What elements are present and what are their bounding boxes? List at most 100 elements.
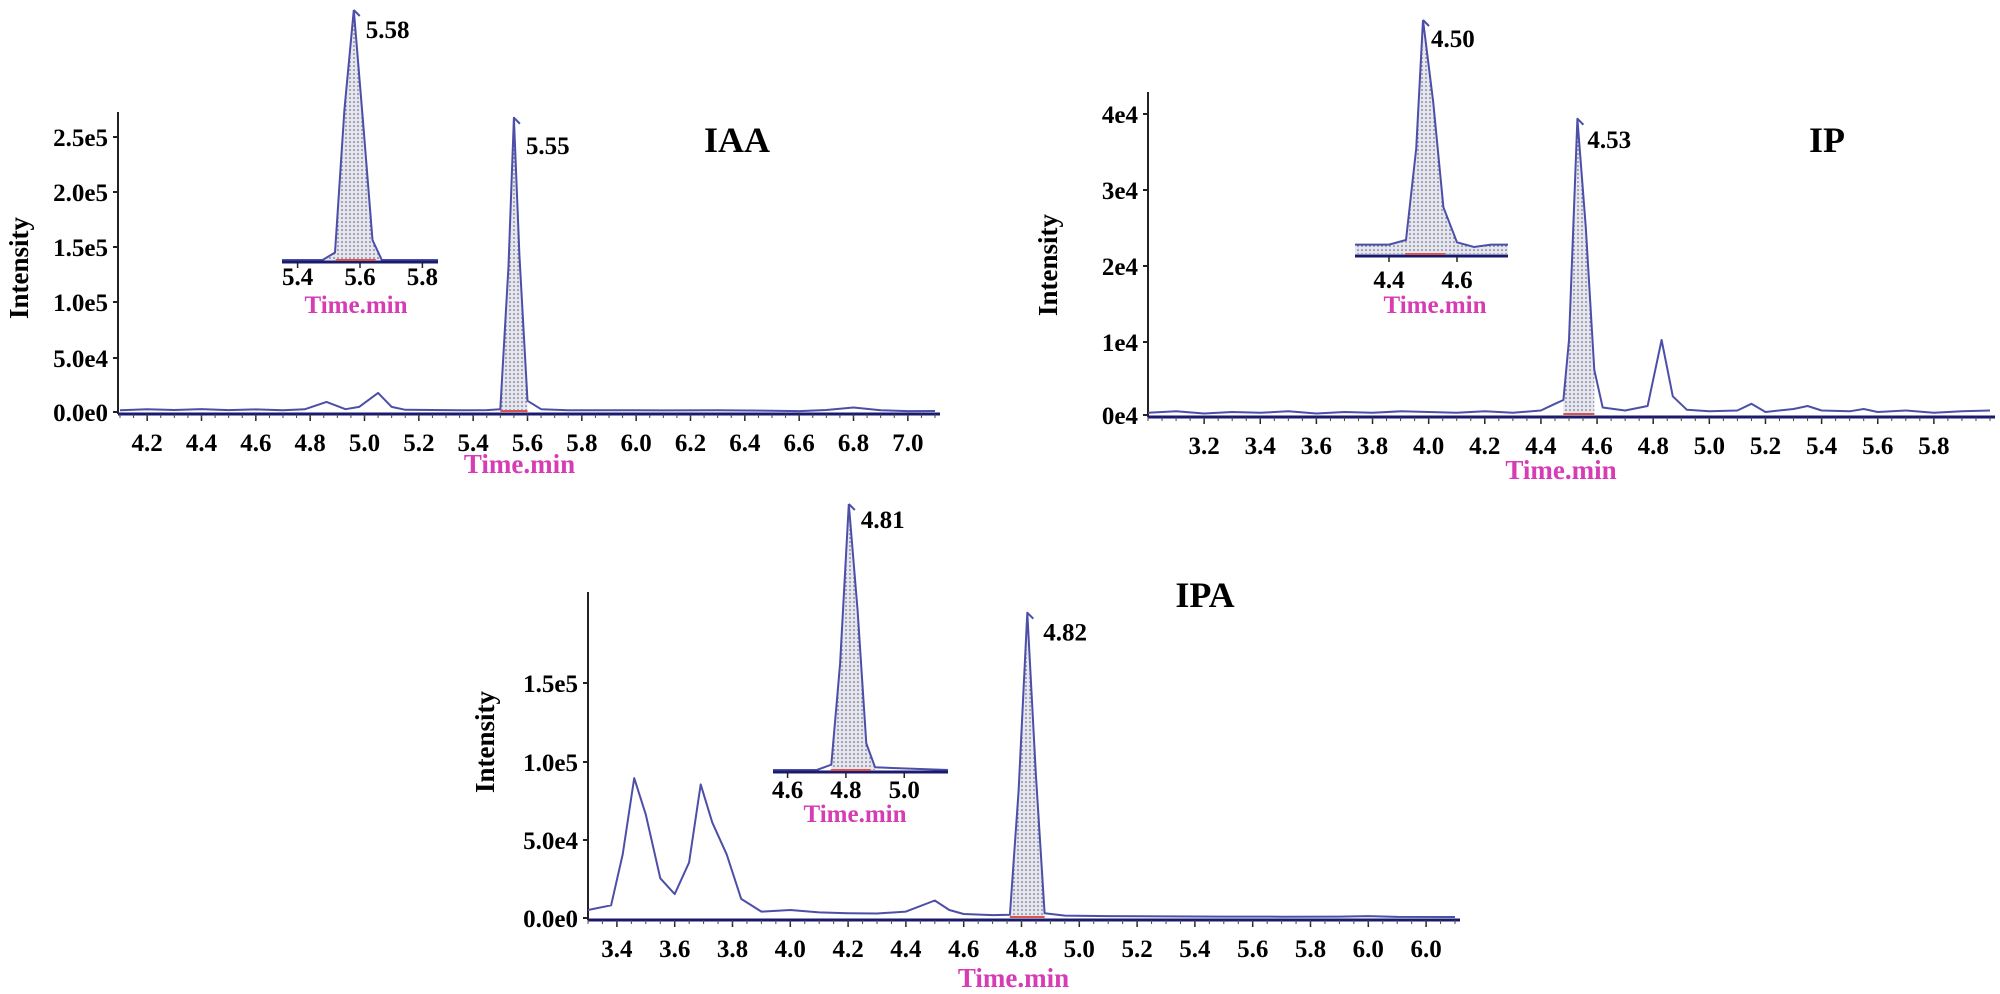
y-tick-label-iaa: 2.0e5 (53, 180, 108, 207)
peak-tick-ip (1576, 118, 1585, 126)
x-tick-label-iaa: 5.0 (349, 430, 380, 457)
x-tick-label-ip: 4.8 (1638, 433, 1669, 460)
y-tick-label-iaa: 2.5e5 (53, 125, 108, 152)
peak-label-ip: 4.53 (1587, 127, 1631, 154)
panel-ipa: 0.0e0 5.0e4 1.0e5 1.5e5 3.4 3.6 3.8 4.0 4.2 4.4 4.… (470, 503, 1460, 993)
inset-peak-label-iaa: 5.58 (366, 17, 410, 44)
trace-ipa (587, 611, 1456, 918)
x-tick-label-iaa: 5.4 (458, 430, 490, 457)
x-axis-label-ipa: Time.min (958, 963, 1069, 993)
peak-label-iaa: 5.55 (526, 133, 570, 160)
x-tick-label-ipa: 3.4 (601, 936, 633, 963)
peak-label-ipa: 4.82 (1043, 620, 1087, 647)
x-tick-label-ipa: 5.2 (1121, 936, 1152, 963)
x-tick-label-ipa: 6.0 (1353, 936, 1384, 963)
x-tick-label-ip: 5.4 (1806, 433, 1838, 460)
x-tick-label-ipa: 4.2 (832, 936, 863, 963)
inset-trace-ip (1355, 19, 1508, 249)
panel-iaa: 0.0e0 5.0e4 1.0e5 1.5e5 2.0e5 2.5e5 4.2 4.4 4.6 4… (4, 9, 940, 479)
inset-x-tick-label-iaa: 5.6 (344, 264, 375, 291)
inset-x-tick-label-ip: 4.4 (1373, 267, 1405, 294)
inset-trace-ipa (773, 503, 949, 771)
x-tick-label-ipa: 3.6 (659, 936, 690, 963)
x-tick-label-ipa: 4.4 (890, 936, 922, 963)
inset-x-axis-label-iaa: Time.min (304, 292, 407, 319)
inset-peak-area-iaa (322, 10, 382, 260)
x-tick-label-ip: 5.2 (1750, 433, 1781, 460)
inset-peak-label-ip: 4.50 (1431, 26, 1475, 53)
y-tick-label-ip: 4e4 (1102, 102, 1139, 129)
y-tick-label-ip: 2e4 (1102, 254, 1139, 281)
x-tick-label-iaa: 7.0 (892, 430, 923, 457)
y-tick-label-ipa: 0.0e0 (523, 906, 578, 933)
x-tick-label-ipa: 5.0 (1064, 936, 1095, 963)
x-tick-label-ip: 3.6 (1301, 433, 1332, 460)
x-tick-label-iaa: 4.6 (240, 430, 271, 457)
peak-area-ip (1563, 118, 1595, 415)
x-tick-label-ip: 5.0 (1694, 433, 1725, 460)
inset-peak-area-ip (1355, 20, 1508, 254)
y-tick-label-iaa: 0.0e0 (53, 400, 108, 427)
x-tick-label-ipa: 6.0 (1410, 936, 1441, 963)
inset-x-tick-label-ipa: 4.8 (830, 777, 861, 804)
inset-peak-area-ipa (831, 504, 876, 770)
x-tick-label-iaa: 6.4 (729, 430, 761, 457)
panel-ip: 0e4 1e4 2e4 3e4 4e4 3.2 3.4 3.6 3.8 4.0 4.2 4.4 4.6 4… (1033, 19, 1995, 485)
x-tick-label-ipa: 3.8 (717, 936, 748, 963)
y-tick-label-ipa: 1.5e5 (523, 671, 578, 698)
x-tick-label-iaa: 5.8 (566, 430, 597, 457)
x-tick-label-ip: 4.0 (1413, 433, 1444, 460)
y-axis-label-iaa: Intensity (4, 216, 34, 319)
x-axis-label-ip: Time.min (1505, 455, 1616, 485)
y-tick-label-iaa: 1.5e5 (53, 235, 108, 262)
inset-x-tick-label-ipa: 4.6 (772, 777, 803, 804)
x-tick-label-ip: 3.4 (1245, 433, 1277, 460)
peak-area-iaa (500, 117, 528, 412)
x-tick-label-ipa: 4.6 (948, 936, 979, 963)
peak-tick-iaa (513, 117, 521, 125)
x-tick-label-iaa: 5.6 (512, 430, 543, 457)
inset-x-tick-label-ip: 4.6 (1441, 267, 1472, 294)
y-tick-label-iaa: 1.0e5 (53, 290, 108, 317)
x-tick-label-ip: 5.6 (1862, 433, 1893, 460)
x-tick-label-iaa: 4.8 (295, 430, 326, 457)
x-tick-label-iaa: 5.2 (403, 430, 434, 457)
x-tick-label-ip: 4.2 (1469, 433, 1500, 460)
chart-title-iaa: IAA (704, 120, 770, 160)
y-tick-label-ip: 1e4 (1102, 330, 1139, 357)
inset-x-tick-label-ipa: 5.0 (889, 777, 920, 804)
x-tick-label-ip: 3.2 (1189, 433, 1220, 460)
inset-x-axis-label-ipa: Time.min (803, 801, 906, 828)
x-tick-label-iaa: 6.0 (621, 430, 652, 457)
trace-ip (1147, 117, 1991, 415)
inset-peak-tick-ipa (848, 503, 856, 511)
y-tick-label-ipa: 1.0e5 (523, 750, 578, 777)
x-axis-label-iaa: Time.min (464, 449, 575, 479)
x-tick-label-iaa: 4.4 (186, 430, 218, 457)
y-axis-label-ipa: Intensity (470, 690, 500, 793)
y-tick-label-iaa: 5.0e4 (53, 346, 108, 373)
trace-iaa (119, 116, 936, 413)
x-tick-label-iaa: 4.2 (132, 430, 163, 457)
inset-peak-tick-iaa (353, 9, 361, 17)
x-tick-label-ip: 3.8 (1357, 433, 1388, 460)
x-tick-label-ipa: 5.8 (1295, 936, 1326, 963)
x-tick-label-ipa: 4.8 (1006, 936, 1037, 963)
y-tick-label-ip: 0e4 (1102, 403, 1139, 430)
inset-peak-label-ipa: 4.81 (861, 507, 905, 534)
x-tick-label-iaa: 6.6 (784, 430, 815, 457)
y-axis-label-ip: Intensity (1033, 213, 1063, 316)
x-tick-label-ip: 5.8 (1918, 433, 1949, 460)
x-tick-label-ipa: 5.4 (1179, 936, 1211, 963)
x-tick-label-ipa: 4.0 (775, 936, 806, 963)
inset-peak-tick-ip (1422, 19, 1430, 27)
x-tick-label-ip: 4.4 (1525, 433, 1557, 460)
inset-x-tick-label-iaa: 5.4 (282, 264, 314, 291)
y-tick-label-ip: 3e4 (1102, 178, 1139, 205)
x-tick-label-iaa: 6.2 (675, 430, 706, 457)
